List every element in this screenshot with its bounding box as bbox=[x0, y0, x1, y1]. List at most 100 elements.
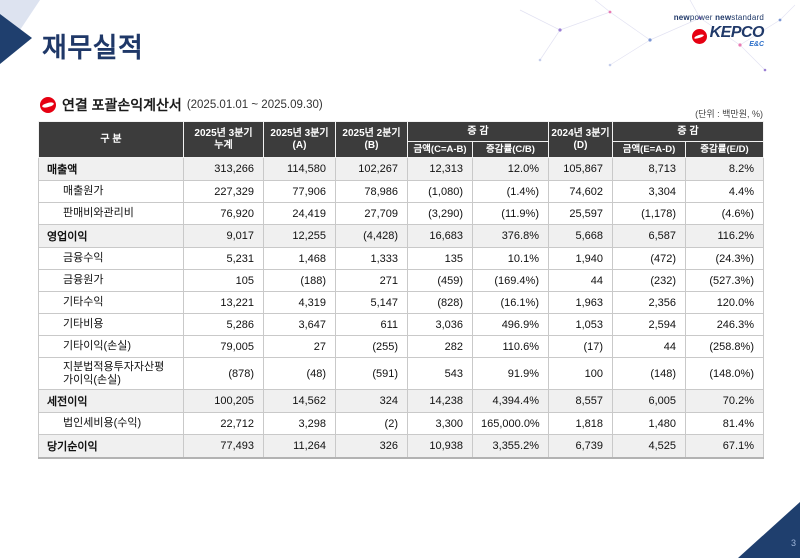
cell-value: (828) bbox=[407, 291, 473, 314]
cell-value: 76,920 bbox=[183, 202, 264, 225]
row-label: 매출원가 bbox=[38, 180, 184, 203]
section-title: 연결 포괄손익계산서 bbox=[62, 97, 182, 113]
cell-value: 27,709 bbox=[335, 202, 408, 225]
cell-value: 271 bbox=[335, 269, 408, 292]
cell-value: 44 bbox=[548, 269, 613, 292]
cell-value: 326 bbox=[335, 434, 408, 459]
cell-value: 105 bbox=[183, 269, 264, 292]
cell-value: 81.4% bbox=[685, 412, 764, 435]
cell-value: (472) bbox=[612, 247, 686, 270]
cell-value: 10.1% bbox=[472, 247, 549, 270]
header-change-group-1: 증 감 bbox=[407, 121, 549, 142]
cell-value: 116.2% bbox=[685, 224, 764, 248]
cell-value: 313,266 bbox=[183, 157, 264, 181]
cell-value: 5,286 bbox=[183, 313, 264, 336]
cell-value: 100,205 bbox=[183, 389, 264, 413]
table-row: 기타이익(손실) 79,005 27 (255) 282 110.6% (17) 44 (258… bbox=[38, 335, 764, 358]
cell-value: 102,267 bbox=[335, 157, 408, 181]
cell-value: 22,712 bbox=[183, 412, 264, 435]
cell-value: 227,329 bbox=[183, 180, 264, 203]
cell-value: 1,818 bbox=[548, 412, 613, 435]
table-header: 구 분 2025년 3분기 누계 2025년 3분기 (A) 2025년 2분기… bbox=[38, 121, 764, 158]
cell-value: 6,005 bbox=[612, 389, 686, 413]
cell-value: 8.2% bbox=[685, 157, 764, 181]
cell-value: 4,394.4% bbox=[472, 389, 549, 413]
table-row: 법인세비용(수익) 22,712 3,298 (2) 3,300 165,000.0% 1,… bbox=[38, 412, 764, 435]
table-row: 판매비와관리비 76,920 24,419 27,709 (3,290) (11.9%) 2… bbox=[38, 202, 764, 225]
cell-value: (1,178) bbox=[612, 202, 686, 225]
table-row: 기타비용 5,286 3,647 611 3,036 496.9% 1,053 2,594 24… bbox=[38, 313, 764, 336]
cell-value: 3,298 bbox=[263, 412, 336, 435]
tagline-word: new bbox=[673, 13, 690, 22]
table-row: 금융수익 5,231 1,468 1,333 135 10.1% 1,940 (472) (24… bbox=[38, 247, 764, 270]
cell-value: 1,468 bbox=[263, 247, 336, 270]
cell-value: 3,647 bbox=[263, 313, 336, 336]
kepco-logo: KEPCO E&C bbox=[674, 24, 765, 48]
cell-value: (1.4%) bbox=[472, 180, 549, 203]
cell-value: 44 bbox=[612, 335, 686, 358]
cell-value: 611 bbox=[335, 313, 408, 336]
tagline-word: power bbox=[689, 13, 713, 22]
cell-value: 246.3% bbox=[685, 313, 764, 336]
cell-value: (591) bbox=[335, 357, 408, 390]
header-amount-ead: 금액(E=A-D) bbox=[612, 141, 686, 158]
cell-value: (232) bbox=[612, 269, 686, 292]
table-row: 금융원가 105 (188) 271 (459) (169.4%) 44 (232) (527.… bbox=[38, 269, 764, 292]
page-number: 3 bbox=[791, 538, 796, 548]
corner-decoration-bottom-right: 3 bbox=[738, 502, 800, 558]
row-label: 판매비와관리비 bbox=[38, 202, 184, 225]
cell-value: 79,005 bbox=[183, 335, 264, 358]
unit-note: (단위 : 백만원, %) bbox=[695, 109, 763, 119]
cell-value: 120.0% bbox=[685, 291, 764, 314]
cell-value: (459) bbox=[407, 269, 473, 292]
table-row: 세전이익 100,205 14,562 324 14,238 4,394.4% 8,557 6… bbox=[38, 389, 764, 413]
cell-value: 1,333 bbox=[335, 247, 408, 270]
cell-value: 77,906 bbox=[263, 180, 336, 203]
cell-value: 1,480 bbox=[612, 412, 686, 435]
cell-value: 105,867 bbox=[548, 157, 613, 181]
header-q3-2025-cum: 2025년 3분기 누계 bbox=[183, 121, 264, 158]
cell-value: (188) bbox=[263, 269, 336, 292]
cell-value: 70.2% bbox=[685, 389, 764, 413]
cell-value: (4,428) bbox=[335, 224, 408, 248]
cell-value: 543 bbox=[407, 357, 473, 390]
table-row: 매출원가 227,329 77,906 78,986 (1,080) (1.4%) 74,6… bbox=[38, 180, 764, 203]
header-change-group-2: 증 감 bbox=[612, 121, 764, 142]
row-label: 당기순이익 bbox=[38, 434, 184, 459]
row-label: 금융원가 bbox=[38, 269, 184, 292]
cell-value: 12,255 bbox=[263, 224, 336, 248]
cell-value: (527.3%) bbox=[685, 269, 764, 292]
cell-value: 324 bbox=[335, 389, 408, 413]
cell-value: 4,319 bbox=[263, 291, 336, 314]
row-label: 법인세비용(수익) bbox=[38, 412, 184, 435]
logo-name: KEPCO bbox=[709, 24, 765, 41]
table-row: 지분법적용투자자산평가이익(손실) (878) (48) (591) 543 91.9% 1… bbox=[38, 357, 764, 390]
section-period: (2025.01.01 ~ 2025.09.30) bbox=[186, 99, 323, 111]
cell-value: 12.0% bbox=[472, 157, 549, 181]
header-q2-2025-b: 2025년 2분기 (B) bbox=[335, 121, 408, 158]
network-pattern-decoration bbox=[519, 0, 796, 72]
cell-value: 282 bbox=[407, 335, 473, 358]
cell-value: 4.4% bbox=[685, 180, 764, 203]
cell-value: (255) bbox=[335, 335, 408, 358]
cell-value: 3,355.2% bbox=[472, 434, 549, 459]
cell-value: 77,493 bbox=[183, 434, 264, 459]
cell-value: 135 bbox=[407, 247, 473, 270]
header-q3-2025-a: 2025년 3분기 (A) bbox=[263, 121, 336, 158]
cell-value: 496.9% bbox=[472, 313, 549, 336]
kepco-swirl-icon bbox=[691, 28, 707, 44]
cell-value: (148) bbox=[612, 357, 686, 390]
cell-value: (17) bbox=[548, 335, 613, 358]
header-category: 구 분 bbox=[38, 121, 184, 158]
cell-value: 74,602 bbox=[548, 180, 613, 203]
tagline-word: new bbox=[715, 13, 732, 22]
page-title: 재무실적 bbox=[42, 33, 144, 63]
row-label: 기타이익(손실) bbox=[38, 335, 184, 358]
logo-sub: E&C bbox=[749, 41, 764, 48]
header-rate-ed: 증감률(E/D) bbox=[685, 141, 764, 158]
cell-value: 10,938 bbox=[407, 434, 473, 459]
cell-value: 165,000.0% bbox=[472, 412, 549, 435]
row-label: 기타비용 bbox=[38, 313, 184, 336]
cell-value: 24,419 bbox=[263, 202, 336, 225]
